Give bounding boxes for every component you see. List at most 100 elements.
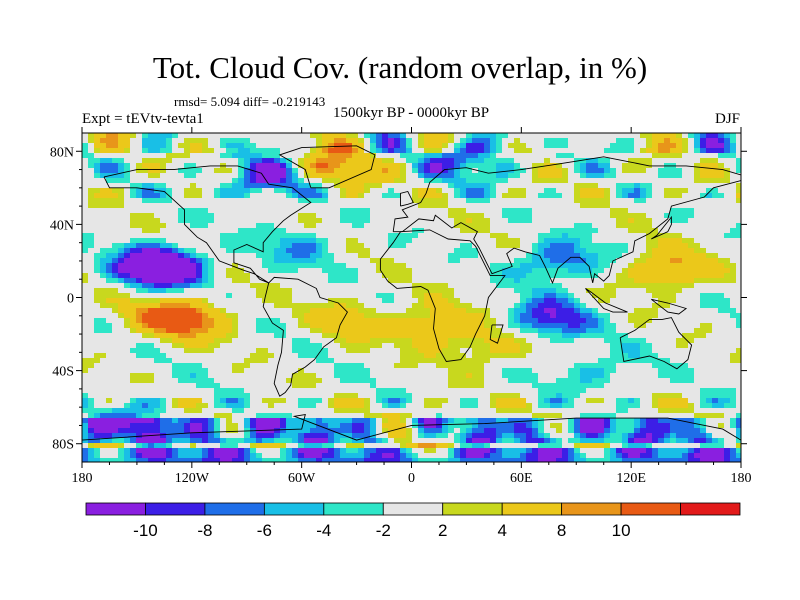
field-cell	[664, 243, 671, 249]
field-cell	[688, 243, 695, 249]
field-cell	[160, 198, 167, 204]
field-cell	[424, 268, 431, 274]
field-cell	[502, 328, 509, 334]
field-cell	[592, 163, 599, 169]
field-cell	[706, 328, 713, 334]
field-cell	[136, 268, 143, 274]
field-cell	[394, 153, 401, 159]
field-cell	[454, 258, 461, 264]
field-cell	[190, 178, 197, 184]
field-cell	[718, 208, 725, 214]
field-cell	[130, 358, 137, 364]
field-cell	[214, 298, 221, 304]
field-cell	[610, 208, 617, 214]
field-cell	[508, 258, 515, 264]
field-cell	[208, 203, 215, 209]
field-cell	[202, 158, 209, 164]
field-cell	[676, 233, 683, 239]
field-cell	[700, 268, 707, 274]
field-cell	[682, 328, 689, 334]
field-cell	[262, 233, 269, 239]
field-cell	[250, 148, 257, 154]
field-cell	[394, 343, 401, 349]
field-cell	[682, 223, 689, 229]
field-cell	[580, 288, 587, 294]
field-cell	[412, 258, 419, 264]
field-cell	[364, 213, 371, 219]
field-cell	[232, 358, 239, 364]
field-cell	[610, 168, 617, 174]
field-cell	[286, 228, 293, 234]
field-cell	[370, 328, 377, 334]
field-cell	[418, 173, 425, 179]
field-cell	[592, 313, 599, 319]
field-cell	[592, 228, 599, 234]
field-cell	[262, 338, 269, 344]
field-cell	[718, 328, 725, 334]
field-cell	[634, 353, 641, 359]
field-cell	[718, 153, 725, 159]
field-cell	[484, 268, 491, 274]
field-cell	[604, 343, 611, 349]
field-cell	[682, 258, 689, 264]
field-cell	[586, 148, 593, 154]
field-cell	[250, 163, 257, 169]
field-cell	[166, 233, 173, 239]
field-cell	[388, 328, 395, 334]
field-cell	[382, 223, 389, 229]
field-cell	[112, 263, 119, 269]
field-cell	[166, 283, 173, 289]
field-cell	[286, 328, 293, 334]
field-cell	[124, 183, 131, 189]
field-cell	[448, 218, 455, 224]
field-cell	[256, 218, 263, 224]
field-cell	[310, 248, 317, 254]
field-cell	[88, 248, 95, 254]
field-cell	[364, 243, 371, 249]
field-cell	[136, 243, 143, 249]
field-cell	[340, 208, 347, 214]
field-cell	[544, 203, 551, 209]
field-cell	[124, 228, 131, 234]
field-cell	[610, 218, 617, 224]
field-cell	[178, 278, 185, 284]
field-cell	[478, 208, 485, 214]
field-cell	[310, 348, 317, 354]
field-cell	[544, 338, 551, 344]
field-cell	[580, 238, 587, 244]
field-cell	[304, 348, 311, 354]
field-cell	[574, 193, 581, 199]
field-cell	[364, 358, 371, 364]
field-cell	[424, 248, 431, 254]
field-cell	[544, 253, 551, 259]
field-cell	[382, 168, 389, 174]
field-cell	[484, 278, 491, 284]
field-cell	[100, 143, 107, 149]
field-cell	[148, 263, 155, 269]
field-cell	[358, 138, 365, 144]
field-cell	[634, 333, 641, 339]
field-cell	[586, 158, 593, 164]
field-cell	[520, 173, 527, 179]
field-cell	[334, 153, 341, 159]
field-cell	[562, 308, 569, 314]
field-cell	[466, 183, 473, 189]
field-cell	[358, 243, 365, 249]
field-cell	[628, 233, 635, 239]
field-cell	[694, 188, 701, 194]
field-cell	[520, 308, 527, 314]
field-cell	[376, 218, 383, 224]
field-cell	[424, 348, 431, 354]
field-cell	[106, 218, 113, 224]
field-cell	[514, 343, 521, 349]
field-cell	[238, 138, 245, 144]
field-cell	[352, 288, 359, 294]
field-cell	[100, 278, 107, 284]
field-cell	[112, 308, 119, 314]
field-cell	[346, 318, 353, 324]
field-cell	[328, 318, 335, 324]
field-cell	[376, 233, 383, 239]
field-cell	[256, 133, 263, 139]
field-cell	[580, 328, 587, 334]
field-cell	[196, 258, 203, 264]
